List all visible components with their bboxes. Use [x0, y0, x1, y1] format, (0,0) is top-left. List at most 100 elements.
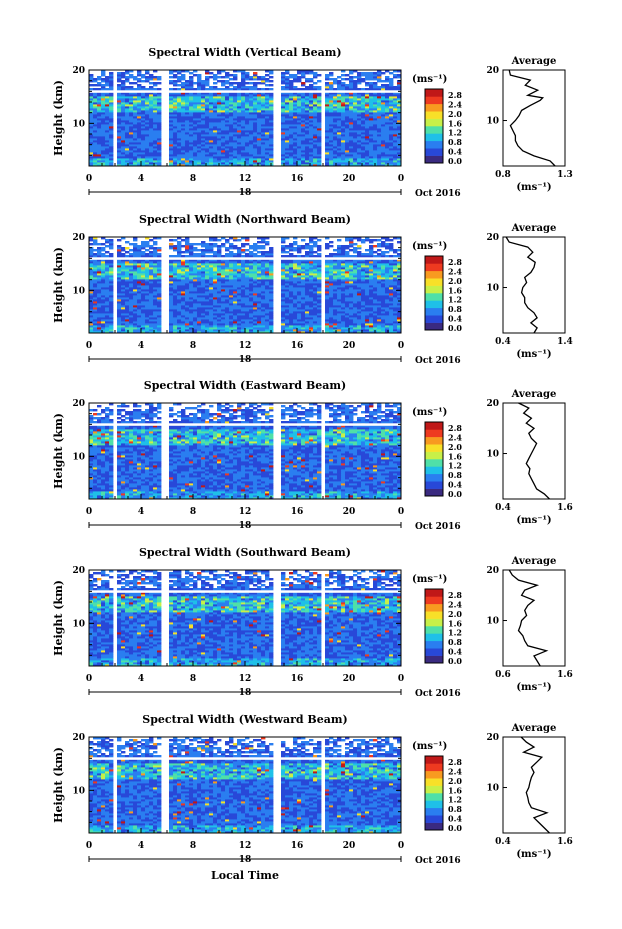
average-y-tick-label: 20 [486, 233, 499, 243]
x-tick-label: 12 [239, 674, 252, 684]
colorbar-tick-label: 1.2 [448, 128, 462, 138]
average-y-tick-label: 10 [486, 284, 499, 294]
colorbar-tick-label: 2.4 [448, 766, 462, 776]
x-tick-label: 4 [138, 674, 144, 684]
colorbar-tick-label: 0.8 [448, 804, 462, 814]
y-tick-label: 10 [72, 619, 85, 629]
x-axis-label: Local Time [211, 869, 279, 882]
date-month: Oct 2016 [415, 189, 461, 199]
colorbar-tick-label: 2.8 [448, 90, 462, 100]
y-tick-label: 20 [72, 733, 85, 743]
colorbar-tick-label: 0.4 [448, 480, 462, 490]
x-tick-label: 20 [343, 174, 356, 184]
colorbar-tick-label: 0.4 [448, 647, 462, 657]
date-day: 18 [239, 188, 252, 198]
average-unit: (ms⁻¹) [516, 349, 551, 360]
average-frame [502, 736, 566, 834]
x-tick-label: 16 [291, 841, 304, 851]
panel-5: Spectral Width (Westward Beam) 20 10 Height… [52, 713, 573, 866]
panel-title: Spectral Width (Eastward Beam) [144, 379, 346, 392]
average-profile-line [520, 736, 550, 834]
x-tick-label: 12 [239, 841, 252, 851]
heatmap [89, 237, 402, 334]
average-y-tick-label: 20 [486, 733, 499, 743]
average-unit: (ms⁻¹) [516, 682, 551, 693]
y-axis-label: Height (km) [52, 580, 65, 656]
panel-title: Spectral Width (Northward Beam) [139, 213, 351, 226]
panel-title: Spectral Width (Southward Beam) [139, 546, 351, 559]
average-y-tick-label: 10 [486, 450, 499, 460]
colorbar-tick-label: 2.0 [448, 109, 462, 119]
average-frame [502, 402, 566, 500]
x-tick-label: 20 [343, 841, 356, 851]
average-x-tick-label: 0.4 [495, 837, 511, 847]
colorbar-unit: (ms⁻¹) [412, 574, 447, 585]
y-tick-label: 20 [72, 66, 85, 76]
colorbar-tick-label: 2.4 [448, 599, 462, 609]
x-tick-label: 8 [190, 841, 196, 851]
x-tick-label: 0 [398, 507, 404, 517]
x-tick-label: 20 [343, 341, 356, 351]
colorbar-tick-label: 1.6 [448, 118, 462, 128]
x-tick-label: 4 [138, 507, 144, 517]
x-tick-label: 8 [190, 341, 196, 351]
colorbar-tick-label: 2.0 [448, 776, 462, 786]
colorbar-tick-label: 0.0 [448, 489, 462, 499]
colorbar-tick-label: 0.4 [448, 314, 462, 324]
x-tick-label: 0 [86, 174, 92, 184]
x-tick-label: 0 [398, 841, 404, 851]
panel-1: Spectral Width (Vertical Beam) 20 10 Height… [52, 46, 573, 199]
colorbar-tick-label: 2.0 [448, 276, 462, 286]
average-unit: (ms⁻¹) [516, 182, 551, 193]
colorbar [424, 421, 444, 497]
average-x-tick-label: 1.6 [557, 837, 573, 847]
x-tick-label: 16 [291, 674, 304, 684]
y-tick-label: 10 [72, 452, 85, 462]
x-tick-label: 8 [190, 507, 196, 517]
average-x-tick-label: 0.4 [495, 503, 511, 513]
x-tick-label: 12 [239, 174, 252, 184]
colorbar-unit: (ms⁻¹) [412, 74, 447, 85]
colorbar-tick-label: 0.4 [448, 147, 462, 157]
x-tick-label: 4 [138, 341, 144, 351]
colorbar-tick-label: 0.0 [448, 323, 462, 333]
panel-2: Spectral Width (Northward Beam) 20 10 Heigh… [52, 213, 573, 366]
colorbar-tick-label: 1.2 [448, 628, 462, 638]
average-frame [502, 569, 566, 667]
average-x-tick-label: 0.4 [495, 337, 511, 347]
colorbar-tick-label: 0.0 [448, 156, 462, 166]
colorbar [424, 88, 444, 164]
colorbar-tick-label: 1.6 [448, 285, 462, 295]
y-tick-label: 10 [72, 786, 85, 796]
x-tick-label: 8 [190, 674, 196, 684]
colorbar-tick-label: 0.8 [448, 137, 462, 147]
date-day: 18 [239, 355, 252, 365]
average-x-tick-label: 1.4 [557, 337, 573, 347]
date-month: Oct 2016 [415, 689, 461, 699]
average-title: Average [511, 223, 557, 234]
average-x-tick-label: 0.6 [495, 670, 511, 680]
colorbar-tick-label: 2.4 [448, 99, 462, 109]
y-axis-label: Height (km) [52, 747, 65, 823]
colorbar-tick-label: 2.4 [448, 432, 462, 442]
x-tick-label: 0 [398, 174, 404, 184]
colorbar-tick-label: 0.4 [448, 814, 462, 824]
average-x-tick-label: 0.8 [495, 170, 511, 180]
colorbar-tick-label: 1.6 [448, 785, 462, 795]
average-x-tick-label: 1.6 [557, 670, 573, 680]
y-tick-label: 20 [72, 566, 85, 576]
average-profile-line [505, 236, 538, 334]
colorbar-tick-label: 1.6 [448, 618, 462, 628]
x-tick-label: 0 [86, 341, 92, 351]
x-tick-label: 4 [138, 841, 144, 851]
panel-4: Spectral Width (Southward Beam) 20 10 Heigh… [52, 546, 573, 699]
panel-3: Spectral Width (Eastward Beam) 20 10 Height… [52, 379, 573, 532]
date-day: 18 [239, 855, 252, 865]
y-tick-label: 20 [72, 399, 85, 409]
y-axis-label: Height (km) [52, 413, 65, 489]
x-tick-label: 4 [138, 174, 144, 184]
colorbar-tick-label: 2.4 [448, 266, 462, 276]
colorbar-tick-label: 1.2 [448, 461, 462, 471]
colorbar-tick-label: 0.8 [448, 637, 462, 647]
